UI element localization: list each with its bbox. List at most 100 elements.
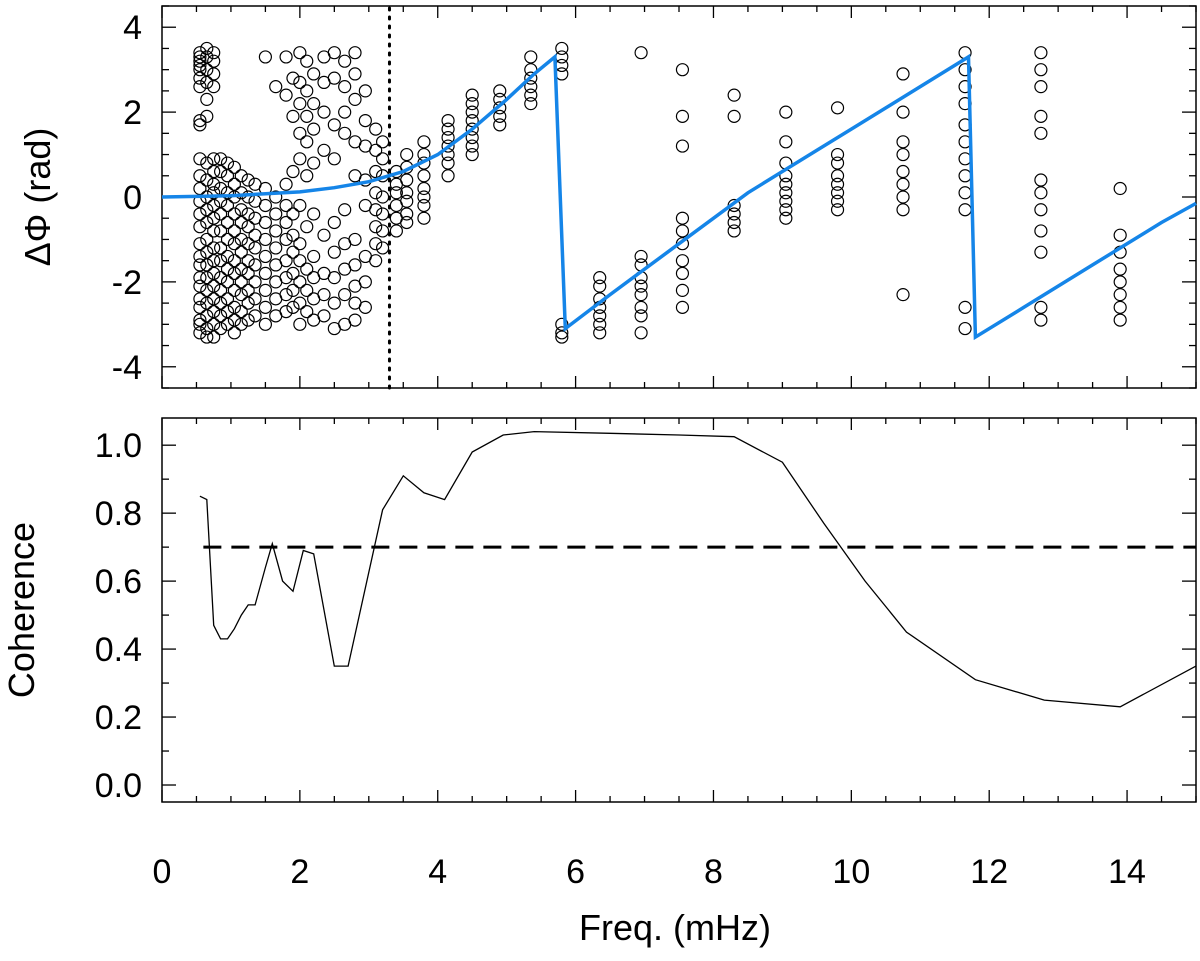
phase-point bbox=[338, 126, 352, 140]
phase-point bbox=[634, 46, 648, 60]
x-tick-label: 14 bbox=[1108, 853, 1146, 891]
phase-point bbox=[279, 50, 293, 64]
phase-point bbox=[593, 309, 607, 323]
phase-point bbox=[417, 190, 431, 204]
phase-point bbox=[227, 313, 241, 327]
phase-point bbox=[234, 186, 248, 200]
phase-point bbox=[213, 254, 228, 268]
phase-point bbox=[200, 75, 214, 90]
phase-point bbox=[441, 130, 455, 145]
phase-point bbox=[727, 207, 741, 221]
phase-point bbox=[207, 177, 221, 191]
phase-point bbox=[220, 249, 235, 264]
phase-point bbox=[1034, 203, 1048, 217]
phase-point bbox=[258, 266, 272, 280]
bottom-plot-frame bbox=[161, 417, 1197, 803]
phase-point bbox=[193, 58, 207, 73]
phase-point bbox=[193, 152, 207, 166]
phase-point bbox=[258, 300, 272, 314]
phase-point bbox=[634, 249, 648, 264]
phase-point bbox=[307, 249, 321, 264]
phase-point bbox=[200, 203, 214, 217]
phase-point bbox=[293, 75, 307, 90]
phase-point bbox=[465, 147, 479, 162]
phase-point bbox=[1034, 224, 1048, 238]
phase-scatter bbox=[193, 41, 1127, 344]
phase-point bbox=[369, 186, 383, 200]
phase-point bbox=[193, 71, 207, 85]
phase-point bbox=[279, 232, 293, 247]
phase-point bbox=[348, 232, 362, 247]
phase-point bbox=[258, 232, 272, 247]
bottom-y-tick-label: 0.0 bbox=[95, 767, 142, 805]
phase-point bbox=[241, 207, 255, 221]
phase-point bbox=[193, 313, 207, 327]
phase-point bbox=[227, 254, 241, 268]
phase-point bbox=[779, 105, 793, 119]
phase-point bbox=[958, 80, 972, 94]
phase-point bbox=[441, 169, 455, 183]
phase-point bbox=[524, 88, 538, 102]
phase-point bbox=[779, 177, 793, 191]
phase-point bbox=[338, 80, 352, 94]
phase-point bbox=[675, 63, 690, 77]
phase-point bbox=[300, 169, 314, 183]
phase-point bbox=[293, 198, 307, 213]
phase-point bbox=[300, 262, 314, 276]
top-y-tick-label: 0 bbox=[123, 179, 142, 217]
phase-point bbox=[375, 241, 390, 255]
phase-fit-line bbox=[161, 53, 1197, 341]
phase-point bbox=[248, 309, 262, 323]
phase-point bbox=[555, 330, 569, 344]
phase-point bbox=[369, 122, 383, 136]
phase-difference-panel: -4 -2 0 2 4 ΔΦ (rad) bbox=[17, 5, 1197, 390]
bottom-y-tick-label: 0.2 bbox=[95, 699, 142, 737]
bottom-y-tick-label: 1.0 bbox=[95, 427, 142, 465]
phase-point bbox=[234, 169, 248, 183]
phase-point bbox=[634, 288, 648, 302]
phase-point bbox=[830, 156, 845, 170]
phase-point bbox=[220, 186, 235, 200]
phase-point bbox=[400, 186, 414, 200]
bottom-y-tick-label: 0.8 bbox=[95, 495, 142, 533]
phase-point bbox=[524, 50, 538, 64]
phase-point bbox=[200, 92, 214, 106]
phase-point bbox=[465, 130, 479, 145]
phase-point bbox=[593, 317, 607, 331]
phase-point bbox=[269, 241, 283, 255]
phase-point bbox=[375, 190, 390, 204]
top-y-tick-label: -2 bbox=[112, 264, 142, 302]
x-axis-label: Freq. (mHz) bbox=[579, 907, 771, 948]
phase-point bbox=[213, 321, 228, 336]
phase-point bbox=[200, 63, 214, 77]
phase-point bbox=[193, 300, 207, 314]
phase-point bbox=[258, 50, 272, 64]
phase-point bbox=[227, 283, 241, 297]
phase-point bbox=[958, 169, 972, 183]
phase-point bbox=[1113, 228, 1127, 242]
phase-point bbox=[279, 271, 293, 285]
phase-point bbox=[279, 254, 293, 268]
phase-point bbox=[286, 300, 300, 314]
phase-point bbox=[348, 67, 362, 81]
x-tick-label: 10 bbox=[832, 853, 870, 891]
phase-point bbox=[369, 237, 383, 251]
phase-point bbox=[327, 271, 341, 285]
phase-point bbox=[317, 105, 331, 119]
phase-point bbox=[338, 203, 352, 217]
phase-point bbox=[241, 190, 255, 204]
phase-point bbox=[634, 326, 648, 340]
phase-point bbox=[634, 279, 648, 293]
phase-point bbox=[248, 258, 262, 272]
phase-point bbox=[200, 330, 214, 344]
phase-point bbox=[207, 266, 221, 280]
phase-point bbox=[727, 109, 741, 123]
phase-point bbox=[958, 300, 972, 314]
phase-point bbox=[779, 186, 793, 200]
phase-point bbox=[241, 266, 255, 280]
bottom-y-axis-label: Coherence bbox=[1, 522, 42, 698]
phase-point bbox=[896, 177, 910, 191]
phase-point bbox=[358, 275, 372, 289]
phase-point bbox=[227, 237, 241, 251]
